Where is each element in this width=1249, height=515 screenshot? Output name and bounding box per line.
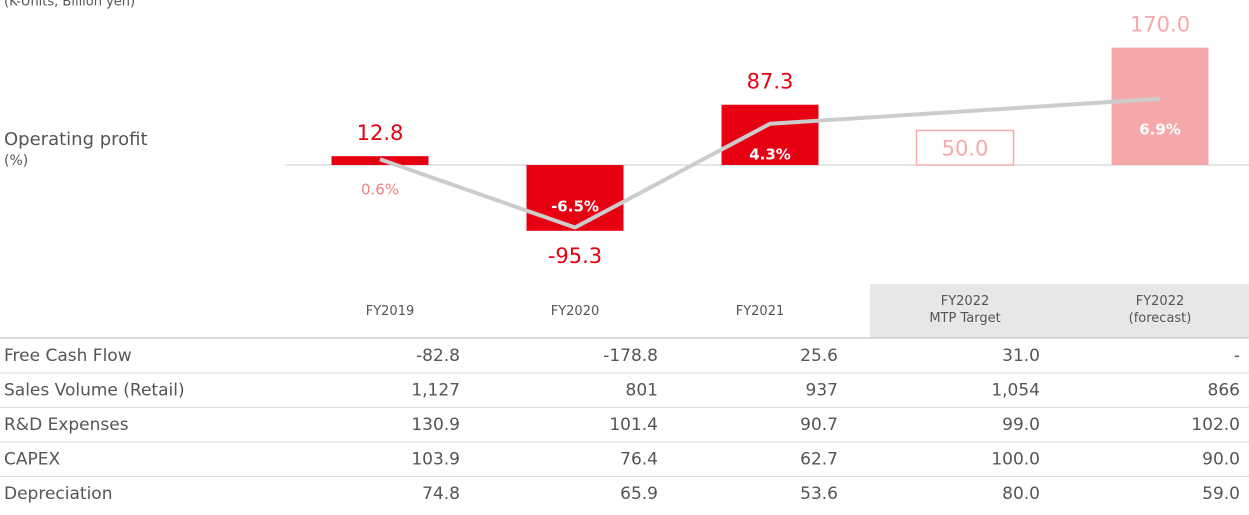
bar-value-label: 12.8	[357, 121, 404, 145]
table-cell: 866	[1208, 381, 1240, 401]
table-cell: 31.0	[1002, 346, 1040, 366]
table-cell: 100.0	[991, 450, 1040, 470]
table-cell: 1,127	[411, 381, 460, 401]
row-label: CAPEX	[4, 450, 60, 470]
margin-label: 4.3%	[749, 146, 791, 164]
bar	[1111, 47, 1209, 166]
bar-value-label: 50.0	[942, 137, 989, 161]
table-cell: 130.9	[411, 415, 460, 435]
margin-label: -6.5%	[551, 198, 599, 216]
axis-label: Operating profit	[4, 129, 148, 150]
table-cell: 76.4	[620, 450, 658, 470]
margin-label: 6.9%	[1139, 121, 1181, 139]
table-cell: 62.7	[800, 450, 838, 470]
table-cell: 102.0	[1191, 415, 1240, 435]
table-cell: -	[1234, 346, 1240, 366]
margin-line	[379, 96, 1161, 230]
table-cell: 801	[626, 381, 658, 401]
column-header: FY2019	[366, 304, 415, 319]
margin-label: 0.6%	[361, 181, 399, 199]
table-cell: 53.6	[800, 484, 838, 504]
row-label: Sales Volume (Retail)	[4, 381, 185, 401]
unit-note: (K-Units, Billion yen)	[4, 0, 135, 10]
bar-value-label: 87.3	[747, 70, 794, 94]
table-cell: 101.4	[609, 415, 658, 435]
table-cell: 90.7	[800, 415, 838, 435]
table-cell: 80.0	[1002, 484, 1040, 504]
bar-value-label: 170.0	[1130, 13, 1190, 37]
row-label: Depreciation	[4, 484, 112, 504]
table-cell: 99.0	[1002, 415, 1040, 435]
table-cell: 25.6	[800, 346, 838, 366]
row-label: Free Cash Flow	[4, 346, 132, 366]
column-header: FY2022 MTP Target	[929, 294, 1000, 326]
header-shade	[870, 284, 1249, 338]
row-label: R&D Expenses	[4, 415, 129, 435]
bar	[526, 165, 624, 231]
column-header: FY2022 (forecast)	[1129, 294, 1192, 326]
table-cell: 59.0	[1202, 484, 1240, 504]
table-cell: 65.9	[620, 484, 658, 504]
column-header: FY2020	[551, 304, 600, 319]
table-cell: 74.8	[422, 484, 460, 504]
column-header: FY2021	[736, 304, 785, 319]
bar	[915, 129, 1015, 166]
bar-value-label: -95.3	[548, 244, 602, 268]
table-cell: 1,054	[991, 381, 1040, 401]
y2-axis-label: (%)	[4, 153, 28, 169]
table-cell: 937	[806, 381, 838, 401]
table-cell: 90.0	[1202, 450, 1240, 470]
table-cell: -178.8	[603, 346, 658, 366]
bar	[721, 104, 819, 166]
table-cell: 103.9	[411, 450, 460, 470]
table-cell: -82.8	[416, 346, 460, 366]
